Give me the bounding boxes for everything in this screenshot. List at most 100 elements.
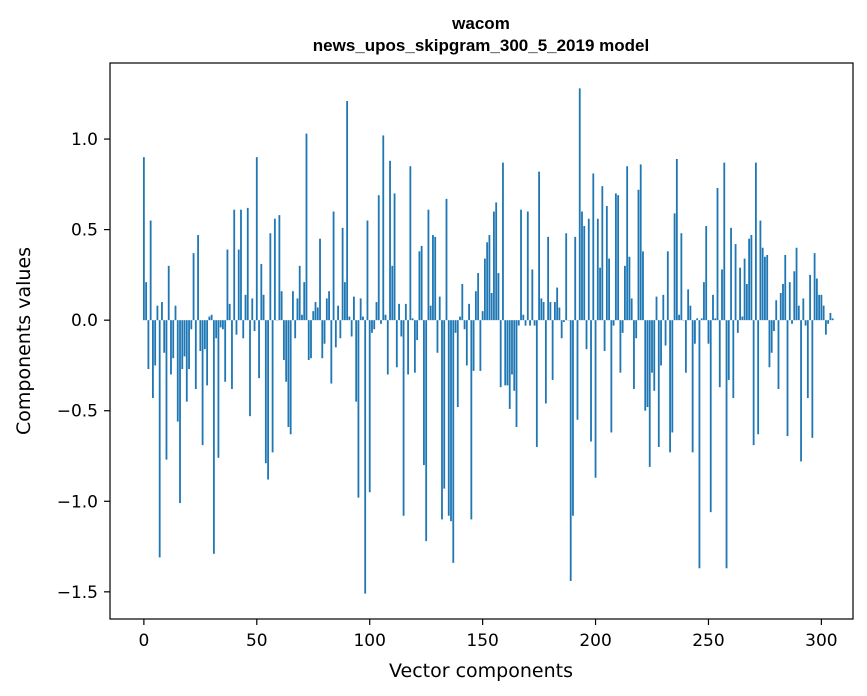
bar-25 xyxy=(199,320,202,351)
bar-214 xyxy=(626,166,629,321)
bar-65 xyxy=(289,320,292,435)
bar-292 xyxy=(802,298,805,321)
bar-133 xyxy=(443,320,446,489)
x-tick-label: 50 xyxy=(246,631,268,651)
bar-159 xyxy=(502,162,504,321)
bar-277 xyxy=(768,320,771,368)
bar-183 xyxy=(556,287,559,321)
bar-241 xyxy=(687,289,690,321)
bar-254 xyxy=(716,187,719,321)
bar-225 xyxy=(651,320,653,373)
bar-203 xyxy=(601,186,604,321)
x-axis: 0 50 100 150 200 250 300 xyxy=(138,619,838,651)
bar-94 xyxy=(355,320,358,402)
bar-112 xyxy=(395,320,398,368)
bar-263 xyxy=(736,320,739,333)
bar-207 xyxy=(610,320,613,433)
bar-39 xyxy=(231,320,233,389)
bar-179 xyxy=(547,236,550,321)
bar-218 xyxy=(635,320,638,339)
bar-216 xyxy=(630,298,633,321)
bar-99 xyxy=(366,220,369,321)
x-tick-label: 250 xyxy=(692,631,724,651)
bar-42 xyxy=(237,249,240,321)
bar-247 xyxy=(700,318,703,321)
bar-61 xyxy=(280,291,283,321)
bar-97 xyxy=(362,316,364,321)
bar-148 xyxy=(477,273,480,321)
bar-129 xyxy=(434,236,437,321)
bar-124 xyxy=(423,320,425,466)
bar-95 xyxy=(357,320,360,498)
bar-13 xyxy=(172,320,175,359)
bar-215 xyxy=(628,256,631,321)
bar-50 xyxy=(255,157,258,321)
x-tick-label: 300 xyxy=(805,631,837,651)
x-tick-label: 150 xyxy=(466,631,498,651)
bar-235 xyxy=(673,213,676,321)
bar-223 xyxy=(646,320,649,408)
bar-176 xyxy=(540,298,543,321)
bar-115 xyxy=(402,320,405,516)
bar-230 xyxy=(662,294,665,321)
bar-168 xyxy=(522,314,525,321)
bar-197 xyxy=(587,218,590,321)
bar-184 xyxy=(558,307,561,321)
bar-172 xyxy=(531,269,534,321)
bar-139 xyxy=(456,320,459,408)
bar-105 xyxy=(380,320,382,324)
y-tick-label: 1.0 xyxy=(71,130,98,150)
bar-31 xyxy=(212,320,215,554)
x-axis-label: Vector components xyxy=(389,660,573,682)
bar-211 xyxy=(619,320,622,373)
bar-198 xyxy=(590,320,592,442)
bar-49 xyxy=(253,320,256,332)
bar-101 xyxy=(371,320,373,333)
bar-257 xyxy=(723,162,726,321)
bar-212 xyxy=(621,320,624,333)
bar-9 xyxy=(163,320,166,353)
bar-121 xyxy=(416,320,419,341)
bar-84 xyxy=(332,211,335,321)
bar-106 xyxy=(382,135,385,321)
bar-153 xyxy=(488,235,491,321)
y-tick-label: −1.5 xyxy=(57,583,98,603)
bar-69 xyxy=(298,265,301,321)
bar-297 xyxy=(813,253,816,321)
bar-135 xyxy=(447,320,450,516)
bar-22 xyxy=(192,253,195,321)
bar-282 xyxy=(779,293,782,321)
bar-78 xyxy=(319,238,321,321)
bar-103 xyxy=(375,302,378,321)
bar-88 xyxy=(341,227,344,321)
bar-166 xyxy=(517,320,520,326)
bar-273 xyxy=(759,220,762,321)
bar-290 xyxy=(797,305,800,321)
bar-128 xyxy=(432,235,434,321)
bar-83 xyxy=(330,320,333,384)
bar-11 xyxy=(167,265,170,321)
bar-269 xyxy=(750,235,753,321)
bar-51 xyxy=(258,320,260,379)
bar-89 xyxy=(343,282,346,321)
bar-76 xyxy=(314,302,317,321)
bar-45 xyxy=(244,294,247,321)
bar-28 xyxy=(206,320,209,386)
bar-21 xyxy=(190,320,193,330)
bar-32 xyxy=(215,320,218,339)
bar-219 xyxy=(637,189,640,321)
bar-244 xyxy=(694,320,696,344)
bar-114 xyxy=(400,320,403,337)
bar-98 xyxy=(364,320,367,594)
bar-286 xyxy=(788,282,791,321)
bar-104 xyxy=(377,195,380,321)
bar-185 xyxy=(560,320,563,339)
bar-4 xyxy=(152,320,154,399)
bar-161 xyxy=(506,320,509,386)
bar-100 xyxy=(368,320,371,493)
bar-56 xyxy=(269,233,272,321)
bar-191 xyxy=(574,236,577,321)
bar-177 xyxy=(542,302,545,321)
bar-294 xyxy=(806,320,809,399)
bar-85 xyxy=(334,320,337,348)
